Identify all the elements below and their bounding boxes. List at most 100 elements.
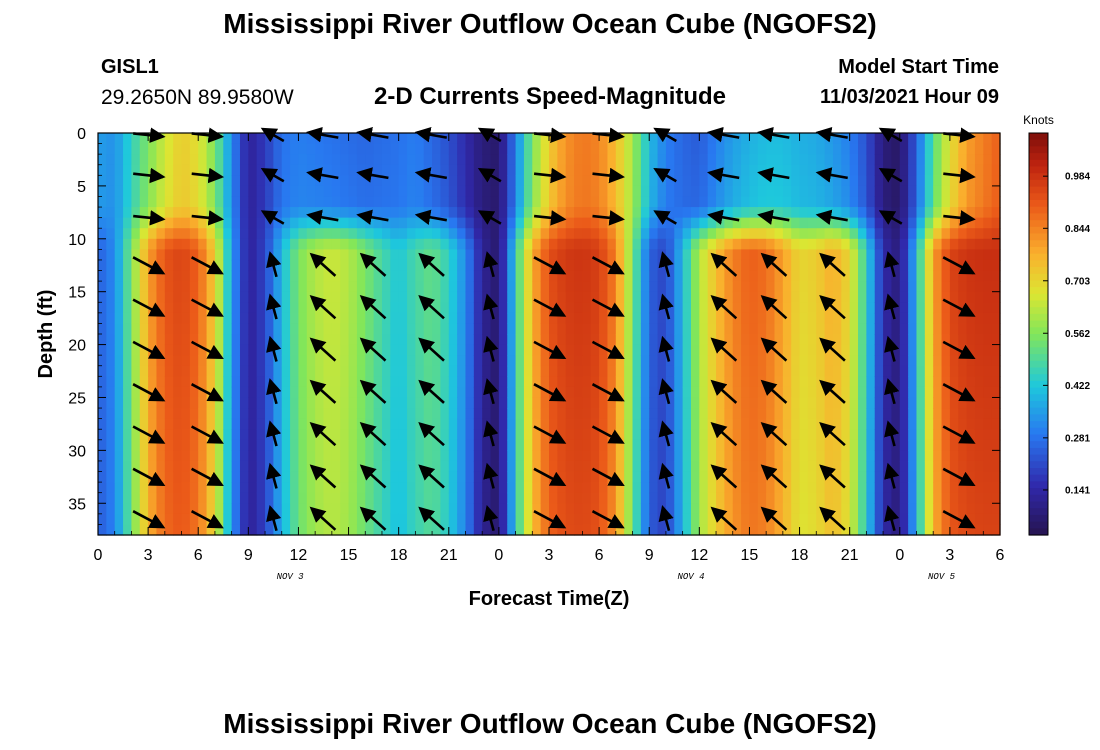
heatmap-cell [632,429,642,441]
heatmap-cell [223,217,233,229]
heatmap-cell [532,344,542,356]
heatmap-cell [407,143,416,155]
heatmap-cell [448,249,458,261]
heatmap-cell [323,143,333,155]
heatmap-cell [123,482,133,494]
heatmap-cell [223,259,233,272]
heatmap-cell [991,408,1001,420]
heatmap-cell [273,397,283,409]
heatmap-cell [724,408,734,420]
heatmap-cell [799,418,809,430]
heatmap-cell [265,524,274,536]
heatmap-cell [256,217,266,229]
heatmap-cell [732,228,742,240]
heatmap-cell [123,175,133,187]
heatmap-cell [607,291,617,303]
heatmap-cell [674,196,684,208]
heatmap-cell [356,228,366,240]
heatmap-cell [298,249,308,261]
heatmap-cell [323,217,333,229]
heatmap-cell [924,376,934,388]
current-arrow [190,340,224,360]
heatmap-cell [657,196,667,208]
current-arrow [942,467,976,487]
heatmap-cell [164,344,174,356]
heatmap-cell [933,228,943,240]
heatmap-cell [632,503,642,515]
heatmap-cell [139,154,149,166]
heatmap-cell [515,175,525,187]
heatmap-cell [582,513,592,526]
heatmap-cell [432,429,442,441]
heatmap-cell [290,334,300,346]
heatmap-cell [624,334,634,346]
heatmap-cell [615,238,625,250]
heatmap-cell [189,344,199,356]
heatmap-cell [557,238,567,250]
heatmap-cell [415,217,425,229]
heatmap-cell [565,439,575,451]
current-arrow [483,378,499,405]
heatmap-cell [381,175,391,187]
heatmap-cell [908,259,918,272]
colorbar-band [1029,394,1048,402]
heatmap-cell [381,270,391,282]
heatmap-cell [916,291,926,303]
heatmap-cell [983,344,993,356]
heatmap-cell [156,164,166,176]
heatmap-cell [223,524,233,536]
heatmap-cell [256,376,266,388]
heatmap-cell [816,175,826,187]
heatmap-cell [131,429,141,441]
heatmap-cell [799,503,809,515]
heatmap-cell [198,154,208,166]
heatmap-cell [273,365,283,377]
heatmap-cell [816,196,826,208]
heatmap-cell [774,365,784,377]
heatmap-cell [515,355,525,367]
current-arrow [884,462,900,489]
heatmap-cell [699,334,709,346]
heatmap-cell [649,503,659,515]
heatmap-cell [991,185,1001,198]
heatmap-cell [432,439,442,451]
heatmap-cell [590,164,600,176]
heatmap-cell [741,143,751,155]
heatmap-cell [465,238,475,250]
heatmap-cell [807,355,817,367]
heatmap-cell [741,365,751,377]
heatmap-cell [315,492,325,504]
heatmap-cell [640,408,650,420]
heatmap-cell [749,164,759,176]
heatmap-cell [774,175,784,187]
heatmap-cell [757,302,767,314]
heatmap-cell [290,207,300,219]
heatmap-cell [949,228,959,240]
heatmap-cell [540,376,550,388]
heatmap-cell [498,259,508,272]
heatmap-cell [473,334,483,346]
heatmap-cell [799,429,809,441]
heatmap-cell [791,302,801,314]
heatmap-cell [549,249,558,261]
heatmap-cell [248,460,258,473]
heatmap-cell [281,228,291,240]
heatmap-cell [523,249,533,261]
current-arrow [884,420,900,447]
heatmap-cell [724,429,734,441]
heatmap-cell [265,175,274,187]
heatmap-cell [398,355,408,367]
heatmap-cell [565,386,575,399]
heatmap-cell [699,217,709,229]
heatmap-cell [799,323,809,335]
heatmap-cell [766,185,776,198]
heatmap-cell [223,154,233,166]
heatmap-cell [782,270,792,282]
heatmap-cell [565,334,575,346]
heatmap-cell [690,143,700,155]
heatmap-cell [690,376,700,388]
heatmap-cell [549,154,558,166]
heatmap-cell [515,397,525,409]
heatmap-cell [924,133,934,145]
heatmap-cell [574,207,584,219]
